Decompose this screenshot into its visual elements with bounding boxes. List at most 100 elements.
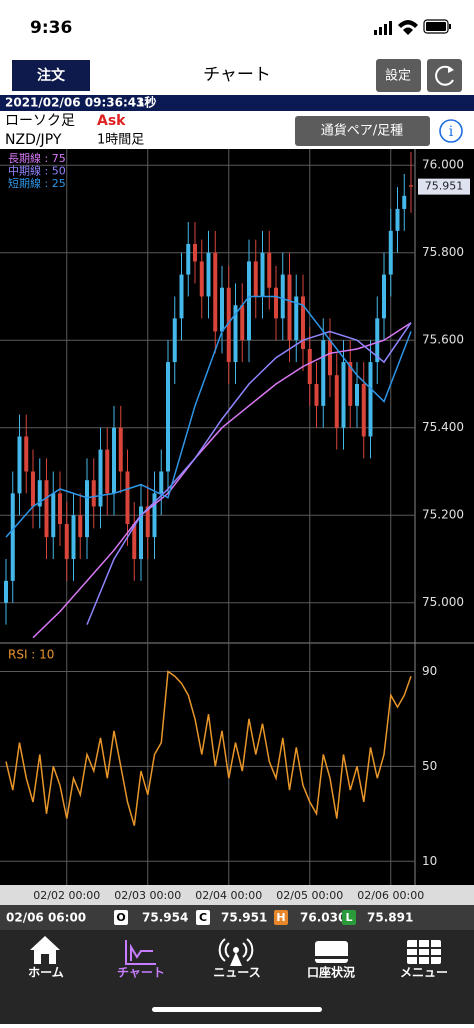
candle-body [233,305,238,363]
price-tag-label: 75.951 [425,180,464,193]
timestamp: 2021/02/06 09:36:41 [5,96,144,110]
candle-body [375,318,380,363]
chart-background [0,149,474,885]
candle-body [118,427,123,472]
candle-body [179,274,184,319]
candle-body [145,506,150,538]
candle-body [334,375,339,428]
candle-body [355,383,359,406]
candle-body [402,195,407,209]
refresh-button[interactable] [427,59,462,92]
tab-label[interactable]: 口座状況 [307,965,355,980]
candle-body [172,318,177,363]
settings-button[interactable] [376,59,421,92]
legend-entry: 中期線 : 50 [8,164,66,178]
candle-body [78,515,83,538]
candle-body [31,471,35,507]
candle-body [388,230,393,275]
candle-body [152,493,157,538]
rsi-tick-label: 10 [422,854,437,868]
y-tick-label: 75.800 [422,245,464,259]
ohlc-bar [0,905,474,930]
ma-line [5,295,412,538]
candle-body [199,261,204,297]
candle-body [98,449,103,507]
tab-label[interactable]: ニュース [213,966,260,980]
pair-button-label: 通貨ペア/足種 [321,123,403,139]
candle-body [280,274,285,319]
header-title: チャート [203,65,271,85]
candle-body [260,252,265,297]
refresh-icon [435,65,454,86]
candle-body [274,287,278,319]
settings-label: 設定 [385,68,411,84]
y-tick-label: 75.400 [422,420,464,434]
candle-body [37,480,42,507]
legend-entry: 長期線 : 75 [8,151,66,165]
ma-line [86,322,412,625]
ohlc-key: O [116,911,125,924]
ohlc-key-box [274,910,288,925]
candle-body [112,427,116,494]
candle-body [226,287,231,363]
y-tick-label: 76.000 [422,158,464,172]
candle-body [125,471,130,524]
candle-body [44,480,49,538]
info-bar [0,95,474,111]
ma-line [32,322,412,639]
refresh-arrow [448,66,454,73]
home-indicator [152,1007,322,1012]
candle-body [287,274,292,341]
order-button[interactable] [12,60,90,91]
status-icons [374,19,451,35]
candle-body [166,362,170,472]
ohlc-value: 75.954 [142,911,188,925]
candle-body [253,261,258,297]
info-icon[interactable] [439,119,463,143]
candle-body [368,362,373,437]
ohlc-key-box [342,910,356,925]
x-tick-label: 02/06 00:00 [357,889,424,902]
candle-body [301,296,305,349]
ohlc-key-box [196,910,210,925]
side: Ask [97,113,126,129]
x-tick-label: 02/03 00:00 [114,889,181,902]
tab-label[interactable]: チャート [117,966,165,980]
candle-body [328,340,332,376]
ohlc-key: L [345,911,352,924]
candle-body [213,252,218,332]
candle-body [395,208,400,231]
status-time: 9:36 [30,18,72,38]
price-tag [418,178,470,195]
ohlc-value: 76.030 [300,911,346,925]
candle-body [341,362,346,428]
candle-body [4,580,8,603]
y-tick-label: 75.000 [422,595,464,609]
candle-body [91,480,96,507]
legend-entry: 短期線 : 25 [8,176,66,190]
ohlc-key: C [199,911,207,924]
chart-kind: ローソク足 [5,113,75,129]
ohlc-value: 02/06 06:00 [6,911,86,925]
pair-button[interactable] [295,116,430,146]
candle-body [206,252,211,297]
x-axis-band [0,885,474,905]
tab-label[interactable]: メニュー [400,966,448,980]
candle-body [307,348,312,384]
tab-icons [30,936,441,966]
candle-body [24,436,29,472]
candle-body [64,523,69,559]
x-tick-label: 02/04 00:00 [195,889,262,902]
ohlc-key: H [276,911,285,924]
candle-body [85,480,89,538]
candle-body [348,362,353,406]
rsi-tick-label: 50 [422,759,437,773]
candle-body [409,185,413,187]
tab-label[interactable]: ホーム [28,966,64,980]
y-tick-label: 75.600 [422,333,464,347]
candle-body [139,506,143,559]
ohlc-value: 75.951 [221,911,267,925]
candle-body [294,296,299,341]
candle-body [267,252,272,288]
